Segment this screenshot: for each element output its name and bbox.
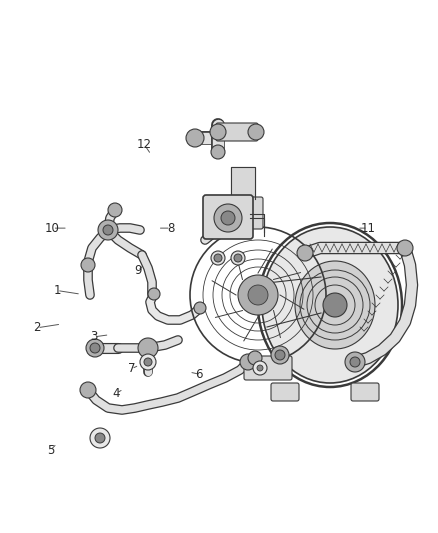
Circle shape (231, 251, 245, 265)
Circle shape (214, 204, 242, 232)
Circle shape (240, 354, 256, 370)
Circle shape (90, 428, 110, 448)
Circle shape (98, 220, 118, 240)
Text: 8: 8 (167, 222, 174, 235)
Text: 3: 3 (91, 330, 98, 343)
FancyBboxPatch shape (203, 195, 253, 239)
Circle shape (211, 251, 225, 265)
Text: 9: 9 (134, 264, 142, 277)
Text: 7: 7 (127, 362, 135, 375)
Circle shape (248, 285, 268, 305)
Circle shape (221, 211, 235, 225)
FancyBboxPatch shape (351, 383, 379, 401)
Circle shape (238, 275, 278, 315)
FancyBboxPatch shape (216, 123, 258, 141)
Circle shape (80, 382, 96, 398)
Text: 4: 4 (112, 387, 120, 400)
FancyBboxPatch shape (223, 197, 263, 229)
Circle shape (214, 254, 222, 262)
Circle shape (271, 346, 289, 364)
Ellipse shape (262, 227, 398, 383)
Circle shape (275, 350, 285, 360)
Circle shape (210, 124, 226, 140)
FancyBboxPatch shape (271, 383, 299, 401)
Circle shape (253, 361, 267, 375)
Circle shape (140, 354, 156, 370)
Text: 12: 12 (137, 139, 152, 151)
Circle shape (194, 302, 206, 314)
Text: 1: 1 (53, 284, 61, 297)
Circle shape (323, 293, 347, 317)
Circle shape (138, 338, 158, 358)
Circle shape (90, 343, 100, 353)
Circle shape (81, 258, 95, 272)
Circle shape (95, 433, 105, 443)
Circle shape (397, 240, 413, 256)
FancyBboxPatch shape (244, 356, 292, 380)
Text: 10: 10 (45, 222, 60, 235)
Text: 11: 11 (360, 222, 375, 235)
Ellipse shape (295, 261, 375, 349)
Circle shape (103, 225, 113, 235)
Circle shape (211, 145, 225, 159)
Circle shape (186, 129, 204, 147)
Text: 2: 2 (33, 321, 41, 334)
Circle shape (297, 245, 313, 261)
Circle shape (108, 203, 122, 217)
Circle shape (248, 124, 264, 140)
Circle shape (257, 365, 263, 371)
Circle shape (234, 254, 242, 262)
Circle shape (248, 351, 262, 365)
Text: 5: 5 (47, 444, 54, 457)
Circle shape (345, 352, 365, 372)
Circle shape (350, 357, 360, 367)
Text: 6: 6 (195, 368, 203, 381)
Circle shape (148, 288, 160, 300)
Circle shape (86, 339, 104, 357)
Circle shape (144, 358, 152, 366)
